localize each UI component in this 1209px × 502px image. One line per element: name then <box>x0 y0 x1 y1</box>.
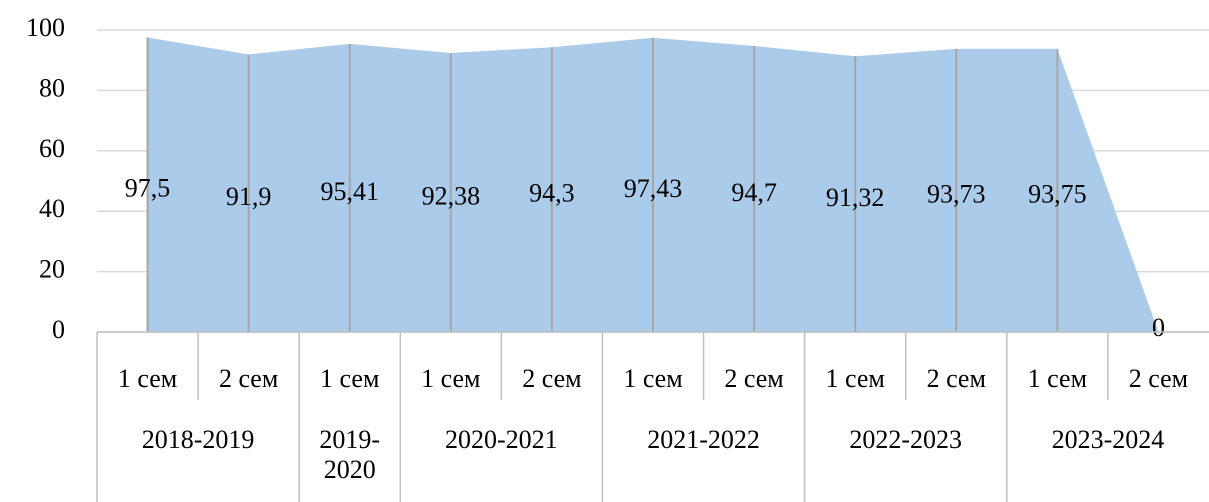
x-tick-label: 1 сем <box>1028 364 1087 393</box>
y-tick-label: 0 <box>52 315 65 344</box>
group-label: 2020-2021 <box>445 425 558 454</box>
x-tick-label: 1 сем <box>826 364 885 393</box>
x-tick-label: 1 сем <box>118 364 177 393</box>
data-label: 95,41 <box>320 177 379 206</box>
data-label: 92,38 <box>422 181 481 210</box>
y-tick-label: 40 <box>39 194 65 223</box>
x-tick-label: 2 сем <box>927 364 986 393</box>
data-label: 91,32 <box>826 183 885 212</box>
y-tick-label: 20 <box>39 255 65 284</box>
y-tick-label: 100 <box>26 13 65 42</box>
data-label: 93,75 <box>1028 179 1087 208</box>
x-tick-label: 1 сем <box>421 364 480 393</box>
data-label: 94,3 <box>529 179 575 208</box>
group-label: 2023-2024 <box>1051 425 1165 454</box>
group-label: 2022-2023 <box>849 425 963 454</box>
group-label: 2018-2019 <box>141 425 255 454</box>
data-label: 97,5 <box>125 174 171 203</box>
data-label: 94,7 <box>731 178 777 207</box>
y-tick-label: 60 <box>39 134 65 163</box>
data-label: 93,73 <box>927 179 986 208</box>
data-label: 91,9 <box>226 182 272 211</box>
x-tick-label: 2 сем <box>1129 364 1188 393</box>
x-tick-label: 2 сем <box>522 364 581 393</box>
x-tick-label: 2 сем <box>219 364 278 393</box>
x-tick-label: 1 сем <box>623 364 682 393</box>
data-label: 97,43 <box>624 174 683 203</box>
data-label: 0 <box>1152 313 1165 342</box>
group-label: 2021-2022 <box>647 425 760 454</box>
y-tick-label: 80 <box>39 73 65 102</box>
x-tick-label: 1 сем <box>320 364 379 393</box>
x-tick-label: 2 сем <box>724 364 783 393</box>
group-label: 2019-2020 <box>319 425 381 484</box>
